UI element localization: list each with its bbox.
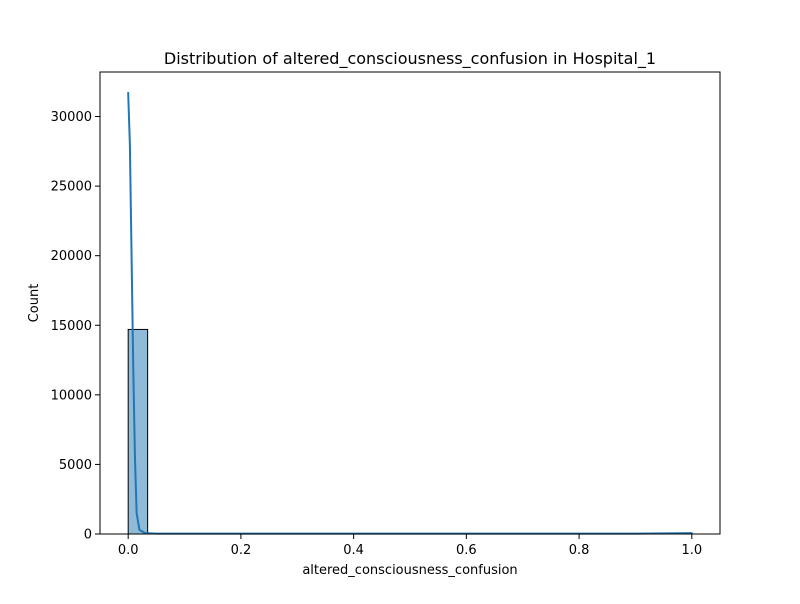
x-tick-label: 0.2 bbox=[231, 543, 252, 558]
y-tick-label: 25000 bbox=[51, 180, 92, 195]
histogram-bar bbox=[128, 329, 147, 534]
x-tick-label: 0.4 bbox=[343, 543, 364, 558]
y-tick-label: 5000 bbox=[59, 458, 92, 473]
y-axis-label: Count bbox=[27, 284, 42, 323]
chart-title: Distribution of altered_consciousness_co… bbox=[164, 49, 656, 69]
y-tick-label: 10000 bbox=[51, 388, 92, 403]
y-tick-label: 20000 bbox=[51, 249, 92, 264]
y-tick-label: 30000 bbox=[51, 110, 92, 125]
x-tick-label: 0.0 bbox=[118, 543, 139, 558]
y-tick-label: 15000 bbox=[51, 319, 92, 334]
x-tick-label: 1.0 bbox=[681, 543, 702, 558]
x-tick-label: 0.8 bbox=[569, 543, 590, 558]
y-tick-label: 0 bbox=[84, 528, 92, 543]
x-tick-label: 0.6 bbox=[456, 543, 477, 558]
x-axis-label: altered_consciousness_confusion bbox=[302, 563, 517, 578]
